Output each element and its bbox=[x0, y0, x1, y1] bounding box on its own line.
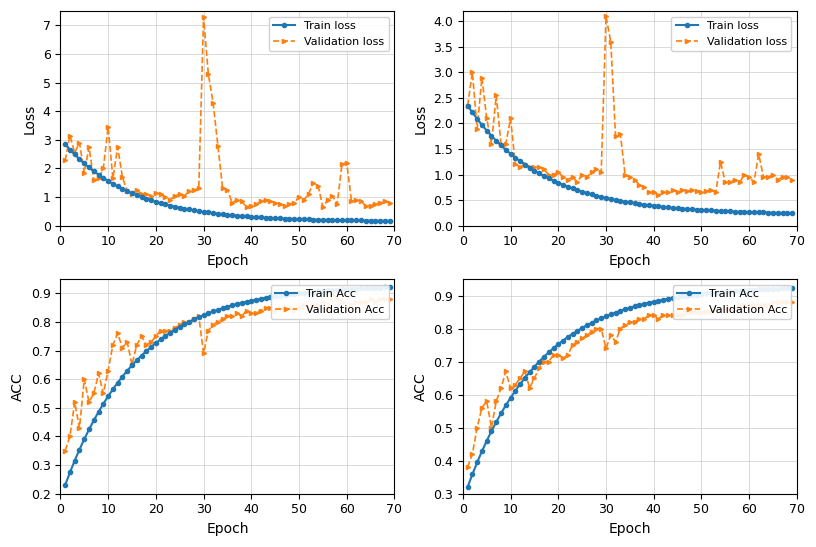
Validation loss bbox=[256, 198, 266, 205]
Train loss bbox=[84, 164, 94, 171]
Train loss bbox=[122, 188, 132, 194]
Legend: Train Acc, Validation Acc: Train Acc, Validation Acc bbox=[271, 284, 389, 319]
Train Acc bbox=[84, 426, 94, 433]
Validation loss bbox=[84, 144, 94, 150]
Line: Train loss: Train loss bbox=[465, 103, 794, 215]
Validation Acc bbox=[768, 299, 778, 305]
Train Acc bbox=[60, 482, 70, 488]
Legend: Train loss, Validation loss: Train loss, Validation loss bbox=[672, 16, 792, 51]
Validation loss bbox=[318, 204, 328, 211]
Validation loss bbox=[113, 144, 122, 150]
X-axis label: Epoch: Epoch bbox=[609, 522, 651, 536]
Train Acc bbox=[568, 330, 578, 337]
Train Acc bbox=[506, 394, 516, 401]
Validation Acc bbox=[380, 296, 390, 302]
Train Acc bbox=[122, 368, 132, 374]
X-axis label: Epoch: Epoch bbox=[206, 522, 249, 536]
Validation Acc bbox=[84, 399, 94, 405]
Train Acc bbox=[246, 298, 256, 304]
Train Acc bbox=[385, 284, 395, 290]
Validation Acc bbox=[783, 299, 792, 305]
Validation Acc bbox=[170, 324, 180, 331]
Validation loss bbox=[486, 141, 496, 147]
Validation loss bbox=[659, 189, 668, 196]
Validation loss bbox=[198, 14, 208, 20]
Legend: Train Acc, Validation Acc: Train Acc, Validation Acc bbox=[673, 284, 792, 319]
Train Acc bbox=[103, 393, 113, 400]
Validation loss bbox=[515, 164, 525, 170]
Validation Acc bbox=[486, 424, 496, 431]
Y-axis label: ACC: ACC bbox=[11, 372, 25, 401]
Train loss bbox=[385, 218, 395, 224]
Train loss bbox=[103, 178, 113, 184]
Train Acc bbox=[486, 428, 496, 434]
Train loss bbox=[787, 210, 797, 217]
Validation Acc bbox=[649, 312, 659, 319]
Train Acc bbox=[649, 298, 659, 305]
Validation loss bbox=[654, 192, 663, 199]
Y-axis label: Loss: Loss bbox=[414, 103, 428, 133]
Line: Train Acc: Train Acc bbox=[465, 286, 794, 489]
Train Acc bbox=[463, 484, 472, 490]
Train loss bbox=[486, 132, 496, 139]
Validation loss bbox=[463, 102, 472, 109]
Train Acc bbox=[170, 327, 180, 333]
Train loss bbox=[170, 203, 180, 210]
X-axis label: Epoch: Epoch bbox=[206, 254, 249, 268]
Validation Acc bbox=[525, 385, 534, 391]
Validation Acc bbox=[463, 464, 472, 470]
Train Acc bbox=[166, 329, 175, 336]
Train loss bbox=[573, 187, 583, 193]
Train Acc bbox=[787, 285, 797, 292]
X-axis label: Epoch: Epoch bbox=[609, 254, 651, 268]
Validation loss bbox=[787, 177, 797, 183]
Train loss bbox=[649, 202, 659, 209]
Line: Train Acc: Train Acc bbox=[63, 285, 392, 487]
Legend: Train loss, Validation loss: Train loss, Validation loss bbox=[268, 16, 389, 51]
Line: Train loss: Train loss bbox=[63, 142, 392, 223]
Validation loss bbox=[525, 164, 534, 170]
Y-axis label: Loss: Loss bbox=[23, 103, 37, 133]
Validation Acc bbox=[385, 296, 395, 302]
Train loss bbox=[246, 213, 256, 220]
Validation loss bbox=[122, 188, 132, 195]
Train Acc bbox=[525, 369, 534, 375]
Validation Acc bbox=[122, 339, 132, 345]
Y-axis label: ACC: ACC bbox=[414, 372, 428, 401]
Train loss bbox=[506, 150, 516, 157]
Train loss bbox=[166, 202, 175, 209]
Line: Validation Acc: Validation Acc bbox=[63, 291, 392, 453]
Validation Acc bbox=[568, 342, 578, 348]
Validation Acc bbox=[60, 447, 70, 454]
Line: Validation loss: Validation loss bbox=[465, 14, 794, 197]
Validation Acc bbox=[327, 290, 337, 296]
Line: Validation Acc: Validation Acc bbox=[465, 300, 794, 469]
Validation loss bbox=[60, 157, 70, 164]
Train loss bbox=[568, 185, 578, 191]
Validation Acc bbox=[573, 339, 583, 345]
Line: Validation loss: Validation loss bbox=[63, 15, 392, 209]
Validation loss bbox=[721, 179, 730, 185]
Validation loss bbox=[242, 204, 251, 211]
Validation Acc bbox=[166, 327, 175, 334]
Validation loss bbox=[601, 13, 611, 20]
Train loss bbox=[525, 165, 534, 171]
Validation loss bbox=[385, 200, 395, 206]
Validation Acc bbox=[787, 299, 797, 305]
Train loss bbox=[60, 141, 70, 148]
Validation Acc bbox=[246, 310, 256, 317]
Train loss bbox=[463, 102, 472, 109]
Validation loss bbox=[783, 174, 792, 181]
Train Acc bbox=[573, 328, 583, 334]
Validation loss bbox=[380, 198, 390, 205]
